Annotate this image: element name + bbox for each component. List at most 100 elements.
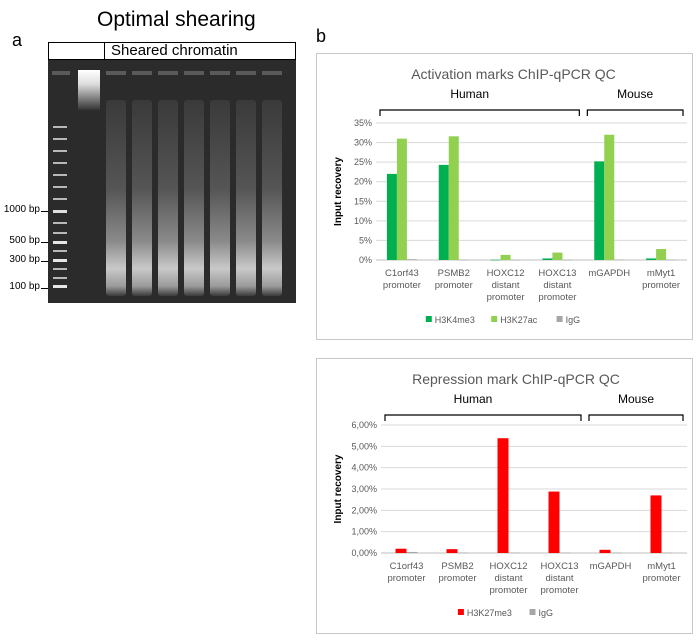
y-tick-label: 20% xyxy=(354,177,372,187)
group-label: Human xyxy=(450,87,489,101)
bar-h3k27me3 xyxy=(548,491,560,553)
bar-igg xyxy=(614,259,625,261)
category-label: PSMB2 xyxy=(441,561,473,572)
bar-h3k4me3 xyxy=(386,173,397,260)
ladder-bands xyxy=(53,126,67,288)
category-label: PSMB2 xyxy=(438,268,470,279)
legend-swatch xyxy=(491,316,498,322)
y-tick-label: 5,00% xyxy=(351,441,377,451)
bar-igg xyxy=(406,259,417,260)
group-bracket xyxy=(384,414,582,421)
gel-header: Sheared chromatin xyxy=(48,42,296,60)
group-bracket xyxy=(379,109,580,116)
category-label: promoter xyxy=(438,573,476,584)
ladder-label-100: 100 bp xyxy=(9,281,40,292)
legend-swatch xyxy=(529,609,536,615)
category-label: promoter xyxy=(387,573,425,584)
legend-entry: H3K27ac xyxy=(500,315,538,325)
y-tick-label: 30% xyxy=(354,138,372,148)
bar-h3k27ac xyxy=(500,254,511,260)
bright-well-band xyxy=(78,70,100,110)
category-label: HOXC12 xyxy=(487,268,525,279)
bar-igg xyxy=(661,552,673,554)
ladder-label-300: 300 bp xyxy=(9,254,40,265)
chart-title: Activation marks ChIP-qPCR QC xyxy=(411,66,616,82)
category-label: distant xyxy=(492,280,520,291)
y-tick-label: 0% xyxy=(359,255,372,265)
y-tick-label: 2,00% xyxy=(351,505,377,515)
panel-a-letter: a xyxy=(12,30,23,50)
y-tick-label: 25% xyxy=(354,157,372,167)
group-label: Human xyxy=(454,392,493,406)
group-bracket xyxy=(588,414,684,421)
y-tick-label: 15% xyxy=(354,196,372,206)
legend-entry: IgG xyxy=(566,315,581,325)
bar-h3k4me3 xyxy=(646,258,657,260)
ladder-label-500: 500 bp xyxy=(9,235,40,246)
legend-entry: IgG xyxy=(539,608,554,618)
y-tick-label: 5% xyxy=(359,235,372,245)
repression-chart: Repression mark ChIP-qPCR QC 0,00% 1,00% 2,… xyxy=(333,371,687,618)
bar-h3k27ac xyxy=(552,252,563,260)
panel-b-letter: b xyxy=(316,26,327,46)
ladder-tick-300 xyxy=(41,261,48,262)
category-label: mGAPDH xyxy=(590,561,632,572)
category-label: HOXC12 xyxy=(489,561,527,572)
chart-title: Repression mark ChIP-qPCR QC xyxy=(412,371,620,387)
y-tick-label: 6,00% xyxy=(351,420,377,430)
category-label: mMyt1 xyxy=(647,268,676,279)
gel-header-divider xyxy=(104,43,105,59)
bar-igg xyxy=(559,552,571,554)
activation-chart: Activation marks ChIP-qPCR QC 0% 5% 10% 15% 2… xyxy=(333,66,687,325)
ladder-tick-500 xyxy=(41,242,48,243)
category-label: mMyt1 xyxy=(647,561,676,572)
group-label: Mouse xyxy=(617,87,653,101)
bar-h3k27me3 xyxy=(446,549,458,553)
bar-h3k27ac xyxy=(448,136,459,260)
bar-h3k27me3 xyxy=(497,438,509,553)
repression-chart-frame: Repression mark ChIP-qPCR QC 0,00% 1,00% 2,… xyxy=(316,358,693,634)
bar-igg xyxy=(457,552,469,554)
agarose-gel-image xyxy=(48,60,296,303)
y-tick-label: 1,00% xyxy=(351,527,377,537)
bar-h3k4me3 xyxy=(542,258,553,260)
category-label: mGAPDH xyxy=(588,268,630,279)
bar-h3k27ac xyxy=(604,134,615,260)
category-label: promoter xyxy=(435,280,473,291)
y-axis-label: Input recovery xyxy=(333,454,344,523)
category-label: C1orf43 xyxy=(385,268,419,279)
bar-h3k27ac xyxy=(656,249,667,260)
category-label: promoter xyxy=(487,292,525,303)
category-label: promoter xyxy=(540,585,578,596)
y-tick-label: 10% xyxy=(354,216,372,226)
gel-graphic xyxy=(48,60,296,303)
bar-igg xyxy=(562,259,573,261)
category-label: C1orf43 xyxy=(390,561,424,572)
y-tick-label: 4,00% xyxy=(351,463,377,473)
group-bracket xyxy=(586,109,684,116)
category-label: promoter xyxy=(642,573,680,584)
category-label: HOXC13 xyxy=(538,268,576,279)
category-label: distant xyxy=(495,573,523,584)
chromatin-smears xyxy=(106,100,282,296)
bar-h3k27ac xyxy=(396,138,407,260)
bar-igg xyxy=(666,259,677,261)
bar-igg xyxy=(458,259,469,261)
ladder-label-1000: 1000 bp xyxy=(3,204,40,215)
legend-entry: H3K27me3 xyxy=(467,608,512,618)
legend-swatch xyxy=(556,316,563,322)
ladder-tick-1000 xyxy=(41,211,48,212)
legend-swatch xyxy=(457,609,464,615)
bar-igg xyxy=(406,551,418,553)
bar-igg xyxy=(610,552,622,554)
y-tick-label: 0,00% xyxy=(351,548,377,558)
bar-igg xyxy=(508,552,520,554)
ladder-tick-100 xyxy=(41,288,48,289)
activation-chart-frame: Activation marks ChIP-qPCR QC 0% 5% 10% 15% 2… xyxy=(316,53,693,340)
bar-h3k4me3 xyxy=(490,259,501,261)
category-label: promoter xyxy=(538,292,576,303)
y-tick-label: 3,00% xyxy=(351,484,377,494)
legend-entry: H3K4me3 xyxy=(435,315,475,325)
bar-h3k4me3 xyxy=(594,161,605,260)
group-label: Mouse xyxy=(618,392,654,406)
